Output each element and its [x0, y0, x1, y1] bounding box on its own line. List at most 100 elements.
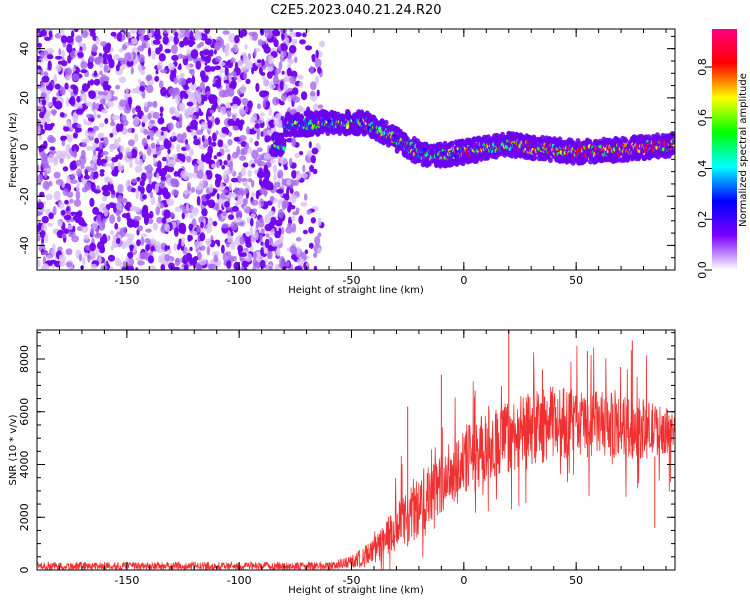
noise-blob — [188, 68, 193, 74]
noise-blob — [89, 79, 95, 86]
noise-blob — [276, 247, 281, 257]
noise-blob — [186, 101, 194, 107]
noise-blob — [249, 137, 254, 143]
noise-blob — [299, 39, 306, 45]
noise-blob — [131, 178, 138, 184]
noise-blob — [249, 227, 254, 236]
noise-blob — [276, 267, 280, 270]
noise-blob — [126, 31, 131, 41]
noise-blob — [141, 137, 148, 147]
noise-blob — [129, 158, 133, 169]
noise-blob — [53, 171, 61, 179]
noise-blob — [115, 154, 120, 161]
noise-blob — [199, 70, 206, 79]
noise-blob — [55, 55, 63, 60]
noise-blob — [215, 202, 220, 213]
noise-blob — [213, 254, 219, 263]
noise-blob — [219, 69, 224, 74]
noise-blob — [48, 136, 56, 144]
noise-blob — [216, 193, 220, 200]
noise-blob — [212, 251, 220, 256]
noise-blob — [124, 205, 129, 210]
noise-blob — [147, 218, 154, 224]
noise-blob — [220, 106, 227, 116]
noise-blob — [140, 233, 148, 238]
noise-blob — [280, 43, 288, 52]
noise-blob — [63, 214, 72, 221]
noise-blob — [317, 66, 322, 74]
noise-blob — [71, 67, 76, 72]
noise-blob — [215, 55, 222, 63]
noise-blob — [275, 119, 283, 128]
noise-blob — [179, 94, 184, 99]
noise-blob — [214, 239, 221, 244]
noise-blob — [96, 214, 102, 224]
noise-blob — [252, 265, 257, 270]
noise-blob — [252, 258, 257, 267]
noise-blob — [242, 147, 248, 156]
signal-halo — [671, 147, 675, 154]
noise-blob — [241, 66, 247, 71]
noise-blob — [201, 208, 208, 217]
noise-blob — [173, 35, 179, 45]
noise-blob — [174, 180, 180, 188]
noise-blob — [234, 35, 240, 44]
snr-y-label: SNR (10 * v/v) — [8, 414, 19, 485]
noise-blob — [69, 198, 74, 204]
noise-blob — [129, 205, 137, 212]
noise-blob — [207, 199, 216, 209]
noise-blob — [154, 183, 159, 194]
noise-blob — [182, 36, 190, 46]
noise-blob — [124, 233, 130, 238]
noise-blob — [37, 174, 43, 184]
noise-blob — [239, 155, 247, 161]
noise-blob — [104, 176, 109, 183]
noise-blob — [205, 223, 213, 234]
snr-x-label: Height of straight line (km) — [288, 585, 424, 596]
noise-blob — [53, 190, 61, 201]
noise-blob — [296, 246, 301, 255]
noise-blob — [250, 199, 259, 206]
noise-blob — [115, 64, 120, 72]
noise-blob — [81, 83, 89, 92]
noise-blob — [59, 254, 63, 261]
noise-blob — [77, 52, 84, 57]
noise-blob — [282, 50, 287, 58]
noise-blob — [143, 215, 149, 224]
noise-blob — [80, 69, 88, 74]
noise-blob — [37, 164, 40, 172]
noise-blob — [160, 86, 167, 97]
noise-blob — [230, 57, 236, 64]
noise-blob — [224, 201, 230, 208]
noise-blob — [240, 167, 246, 177]
noise-blob — [167, 198, 174, 206]
noise-blob — [223, 47, 228, 52]
noise-blob — [250, 213, 256, 219]
noise-blob — [95, 232, 103, 237]
noise-blob — [204, 29, 211, 35]
noise-blob — [163, 29, 167, 34]
noise-blob — [155, 130, 162, 138]
noise-blob — [228, 131, 233, 137]
noise-blob — [157, 160, 162, 170]
noise-blob — [140, 236, 145, 246]
spectrogram-y-label: Frequency (Hz) — [8, 112, 19, 188]
noise-blob — [133, 215, 141, 221]
noise-blob — [187, 235, 193, 241]
noise-blob — [232, 103, 239, 109]
noise-blob — [46, 54, 54, 60]
noise-blob — [54, 83, 61, 90]
noise-blob — [260, 228, 265, 235]
noise-blob — [178, 29, 187, 36]
noise-blob — [209, 49, 214, 57]
noise-blob — [226, 109, 232, 118]
noise-blob — [181, 155, 186, 163]
noise-blob — [236, 145, 241, 155]
noise-blob — [183, 93, 189, 99]
noise-blob — [97, 152, 101, 160]
noise-blob — [49, 146, 56, 151]
noise-blob — [252, 251, 257, 260]
noise-blob — [217, 139, 224, 148]
noise-blob — [302, 229, 308, 235]
noise-blob — [60, 35, 68, 44]
